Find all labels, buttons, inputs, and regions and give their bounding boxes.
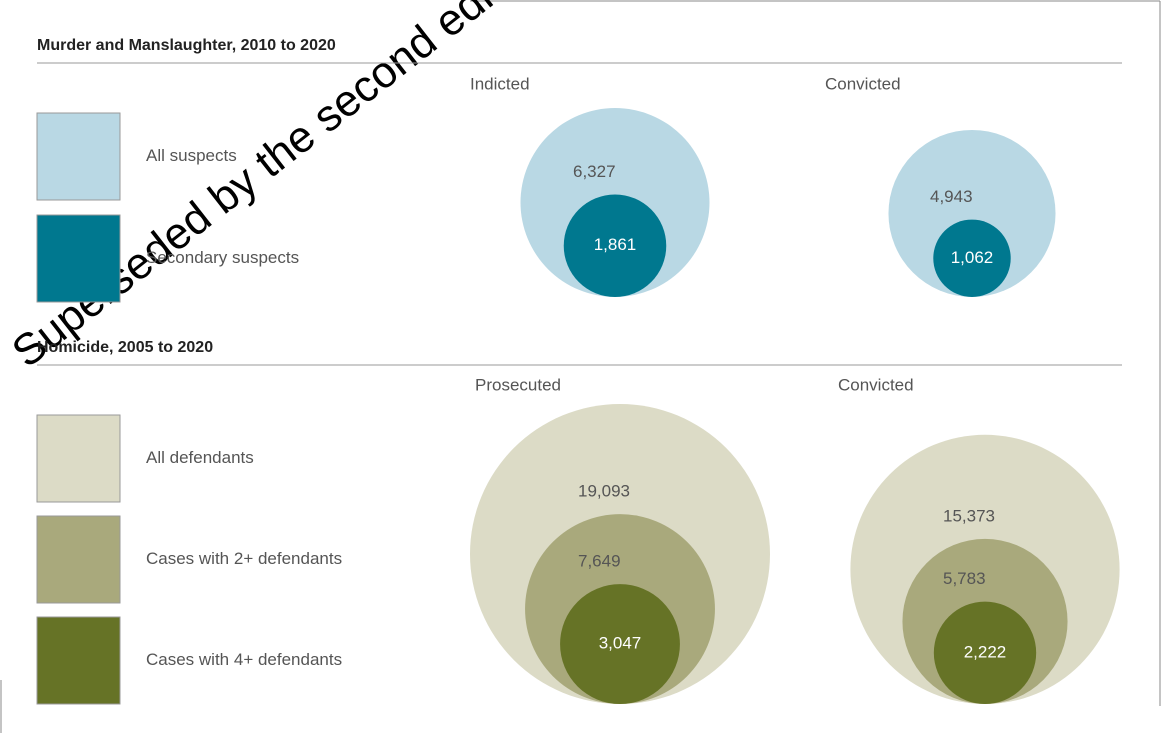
column-label: Convicted (825, 74, 901, 93)
legend-swatch (36, 214, 121, 303)
value-label: 5,783 (943, 569, 986, 588)
value-label: 15,373 (943, 506, 995, 525)
legend-label: All defendants (146, 448, 254, 467)
value-label: 19,093 (578, 482, 630, 501)
column-label: Convicted (838, 375, 914, 394)
value-label: 7,649 (578, 552, 621, 571)
circle (888, 129, 1056, 297)
section-title: Murder and Manslaughter, 2010 to 2020 (37, 37, 336, 54)
legend-swatch (36, 414, 121, 503)
legend-label: Cases with 4+ defendants (146, 650, 342, 669)
legend-label: Secondary suspects (146, 248, 299, 267)
legend-swatch (36, 515, 121, 604)
value-label: 3,047 (599, 634, 642, 653)
value-label: 4,943 (930, 187, 973, 206)
value-label: 1,861 (594, 235, 637, 254)
column-label: Prosecuted (475, 375, 561, 394)
value-label: 2,222 (964, 642, 1007, 661)
legend-swatch (36, 616, 121, 705)
value-label: 1,062 (951, 248, 994, 267)
section-title: Homicide, 2005 to 2020 (37, 339, 213, 356)
circle (933, 601, 1037, 704)
column-label: Indicted (470, 74, 530, 93)
circle (933, 219, 1011, 297)
legend-label: Cases with 2+ defendants (146, 549, 342, 568)
circle (560, 584, 680, 705)
circle (563, 194, 667, 297)
value-label: 6,327 (573, 162, 616, 181)
legend-swatch (36, 112, 121, 201)
legend-label: All suspects (146, 146, 237, 165)
